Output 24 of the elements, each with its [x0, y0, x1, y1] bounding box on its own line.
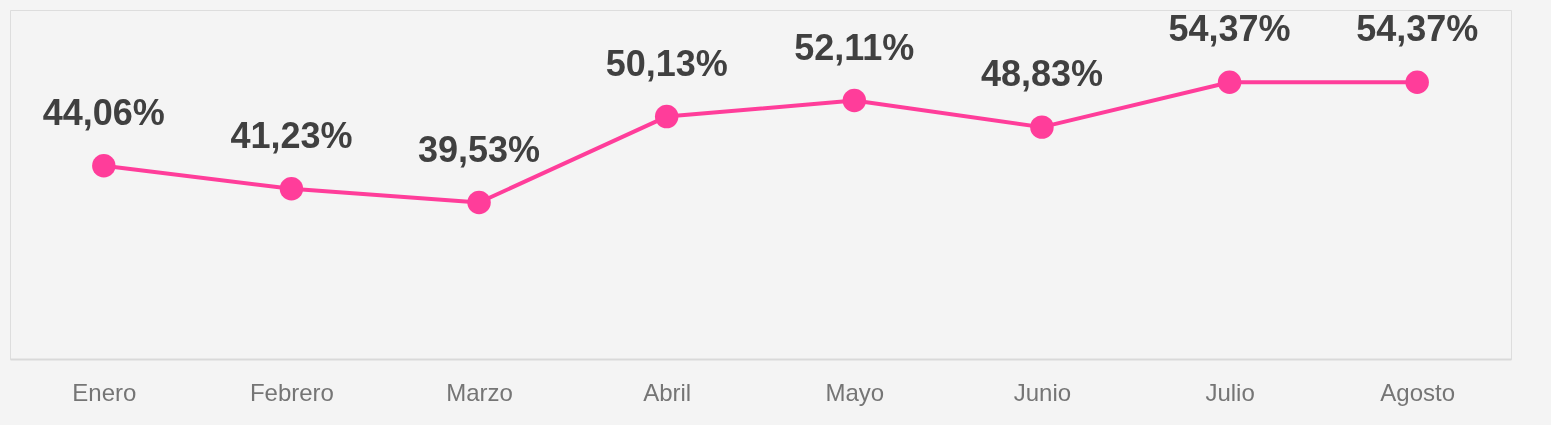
- data-label: 41,23%: [230, 114, 353, 156]
- point: [1405, 70, 1429, 94]
- point: [1030, 115, 1054, 139]
- point: [1217, 70, 1242, 94]
- point: [654, 104, 679, 129]
- data-label: 44,06%: [42, 91, 165, 133]
- data-label: 39,53%: [418, 128, 541, 170]
- data-label: 54,37%: [1168, 8, 1291, 50]
- x-tick-label: Junio: [1013, 378, 1072, 406]
- x-tick-label: Mayo: [825, 378, 885, 406]
- data-label: 54,37%: [1356, 8, 1479, 50]
- data-label: 52,11%: [794, 26, 915, 68]
- x-tick-label: Julio: [1205, 378, 1255, 406]
- data-label: 50,13%: [605, 42, 728, 84]
- point: [842, 88, 867, 113]
- x-tick-label: Enero: [72, 378, 137, 406]
- data-label: 48,83%: [980, 53, 1103, 95]
- x-tick-label: Marzo: [446, 378, 513, 406]
- point: [92, 154, 116, 178]
- point: [279, 177, 304, 201]
- x-tick-label: Febrero: [249, 378, 334, 406]
- x-tick-label: Agosto: [1380, 378, 1456, 406]
- point: [467, 190, 491, 215]
- x-tick-label: Abril: [643, 378, 692, 406]
